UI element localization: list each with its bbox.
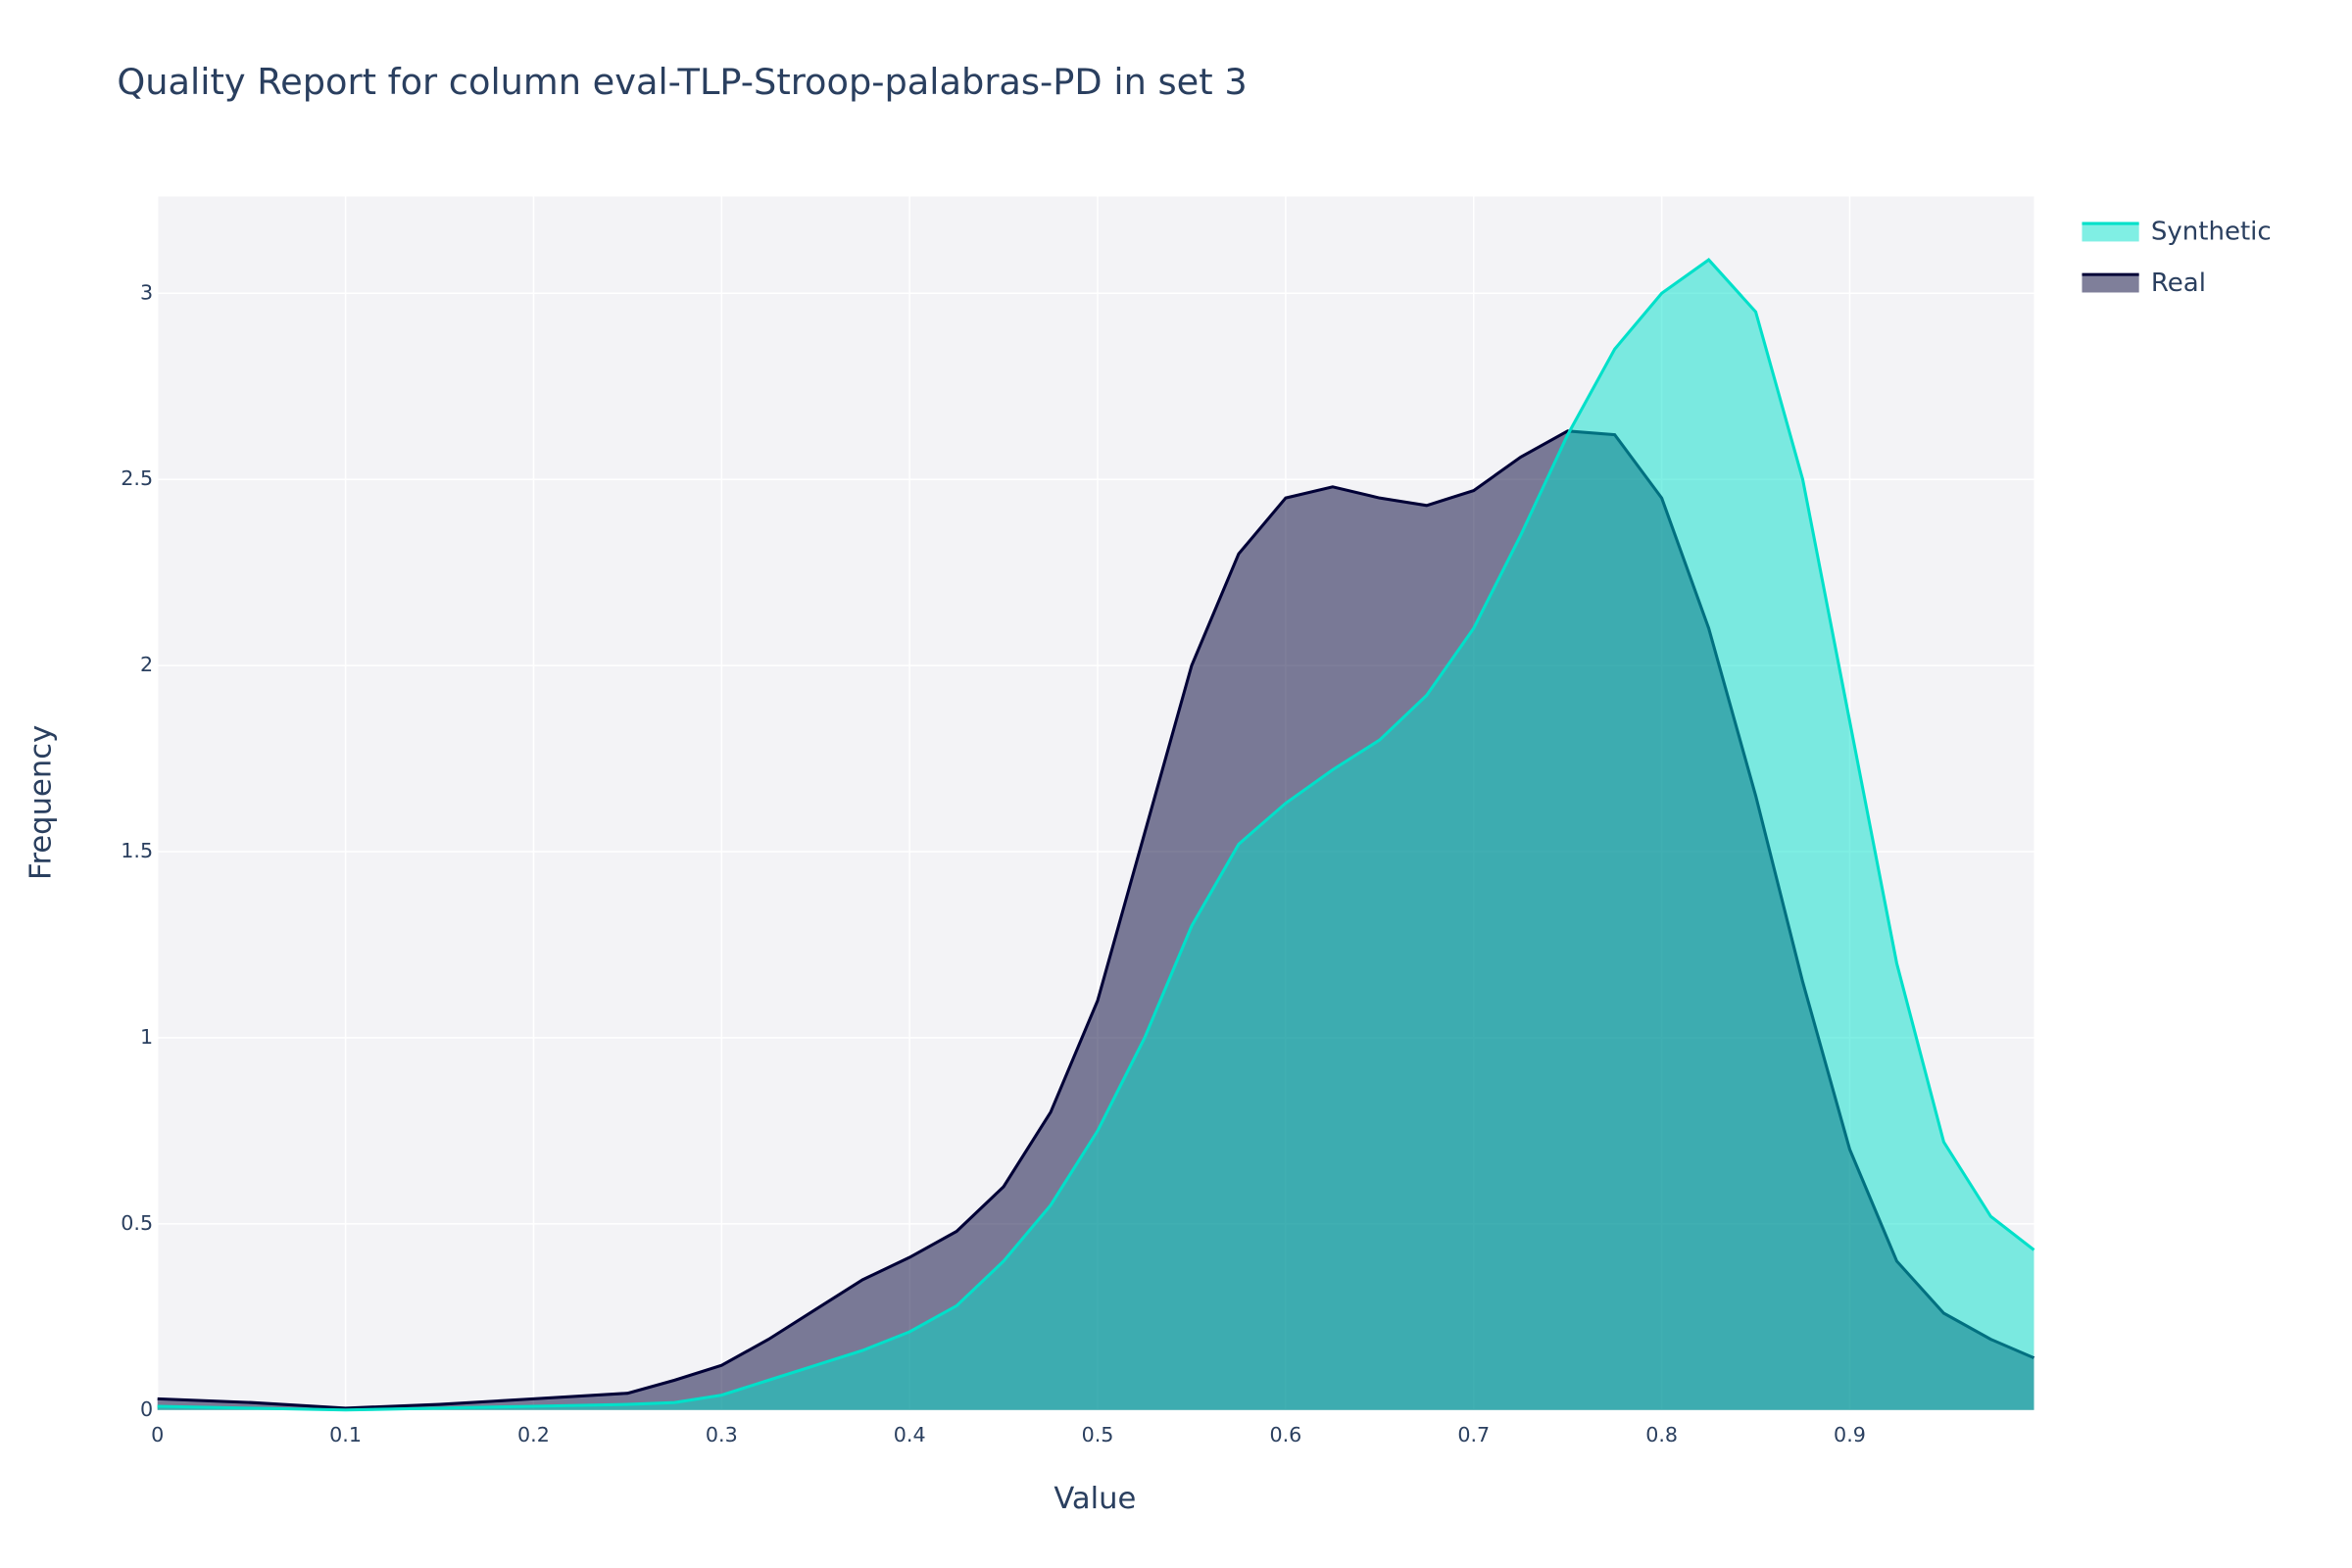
y-tick-label: 2.5 <box>121 466 153 490</box>
x-tick-label: 0 <box>151 1423 164 1446</box>
y-tick-label: 0.5 <box>121 1211 153 1235</box>
legend-swatch <box>2082 223 2139 242</box>
x-tick-label: 0.7 <box>1457 1423 1490 1446</box>
legend: Synthetic Real <box>2082 218 2272 298</box>
legend-label: Real <box>2151 269 2206 298</box>
x-tick-label: 0.4 <box>894 1423 926 1446</box>
x-axis-label: Value <box>1054 1482 1136 1516</box>
x-tick-label: 0.2 <box>517 1423 550 1446</box>
axes: 0 0.1 0.2 0.3 0.4 0.5 0.6 0.7 0.8 0.9 0 0.5 1 1.5 2 2.5… <box>121 280 1866 1446</box>
x-tick-label: 0.9 <box>1834 1423 1866 1446</box>
areas <box>157 258 2035 1412</box>
y-tick-label: 0 <box>140 1397 153 1421</box>
x-tick-label: 0.5 <box>1082 1423 1114 1446</box>
x-tick-label: 0.8 <box>1645 1423 1678 1446</box>
x-tick-label: 0.6 <box>1269 1423 1301 1446</box>
area-fill <box>157 260 2034 1410</box>
x-tick-label: 0.1 <box>329 1423 362 1446</box>
legend-label: Synthetic <box>2151 218 2272 247</box>
x-tick-label: 0.3 <box>706 1423 738 1446</box>
y-tick-label: 3 <box>140 280 153 304</box>
y-tick-label: 1 <box>140 1025 153 1049</box>
series-line <box>157 258 2035 1412</box>
y-axis-label: Frequency <box>24 725 58 880</box>
chart-title: Quality Report for column eval-TLP-Stroo… <box>117 61 1247 103</box>
legend-swatch <box>2082 274 2139 293</box>
y-tick-label: 2 <box>140 653 153 676</box>
y-tick-label: 1.5 <box>121 839 153 862</box>
